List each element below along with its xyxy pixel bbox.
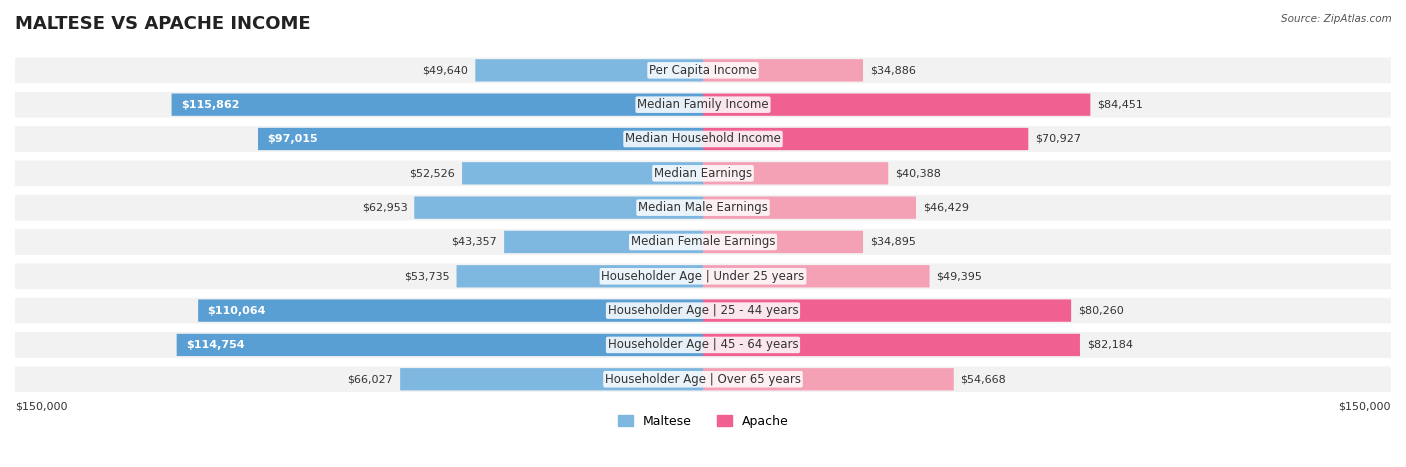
FancyBboxPatch shape bbox=[505, 231, 703, 253]
Text: $53,735: $53,735 bbox=[404, 271, 450, 281]
FancyBboxPatch shape bbox=[703, 299, 1071, 322]
FancyBboxPatch shape bbox=[15, 263, 1391, 289]
FancyBboxPatch shape bbox=[401, 368, 703, 390]
Text: $70,927: $70,927 bbox=[1035, 134, 1081, 144]
Text: $49,395: $49,395 bbox=[936, 271, 983, 281]
Text: Householder Age | 45 - 64 years: Householder Age | 45 - 64 years bbox=[607, 339, 799, 352]
FancyBboxPatch shape bbox=[415, 197, 703, 219]
FancyBboxPatch shape bbox=[703, 162, 889, 184]
Text: Median Household Income: Median Household Income bbox=[626, 133, 780, 146]
FancyBboxPatch shape bbox=[15, 332, 1391, 358]
Text: Source: ZipAtlas.com: Source: ZipAtlas.com bbox=[1281, 14, 1392, 24]
Text: $97,015: $97,015 bbox=[267, 134, 318, 144]
Legend: Maltese, Apache: Maltese, Apache bbox=[613, 410, 793, 432]
FancyBboxPatch shape bbox=[703, 231, 863, 253]
Text: $150,000: $150,000 bbox=[15, 402, 67, 411]
FancyBboxPatch shape bbox=[703, 197, 915, 219]
FancyBboxPatch shape bbox=[15, 229, 1391, 255]
Text: $66,027: $66,027 bbox=[347, 374, 394, 384]
Text: Householder Age | Over 65 years: Householder Age | Over 65 years bbox=[605, 373, 801, 386]
FancyBboxPatch shape bbox=[172, 93, 703, 116]
FancyBboxPatch shape bbox=[703, 93, 1090, 116]
FancyBboxPatch shape bbox=[463, 162, 703, 184]
FancyBboxPatch shape bbox=[703, 265, 929, 288]
Text: Householder Age | Under 25 years: Householder Age | Under 25 years bbox=[602, 270, 804, 283]
FancyBboxPatch shape bbox=[15, 298, 1391, 324]
Text: Median Earnings: Median Earnings bbox=[654, 167, 752, 180]
Text: $82,184: $82,184 bbox=[1087, 340, 1133, 350]
Text: $62,953: $62,953 bbox=[361, 203, 408, 212]
FancyBboxPatch shape bbox=[15, 195, 1391, 220]
FancyBboxPatch shape bbox=[15, 57, 1391, 83]
Text: $150,000: $150,000 bbox=[1339, 402, 1391, 411]
Text: $115,862: $115,862 bbox=[181, 99, 239, 110]
Text: $46,429: $46,429 bbox=[922, 203, 969, 212]
FancyBboxPatch shape bbox=[198, 299, 703, 322]
FancyBboxPatch shape bbox=[703, 334, 1080, 356]
FancyBboxPatch shape bbox=[703, 128, 1028, 150]
Text: $110,064: $110,064 bbox=[207, 305, 266, 316]
Text: $52,526: $52,526 bbox=[409, 168, 456, 178]
Text: MALTESE VS APACHE INCOME: MALTESE VS APACHE INCOME bbox=[15, 15, 311, 33]
Text: Median Female Earnings: Median Female Earnings bbox=[631, 235, 775, 248]
Text: $40,388: $40,388 bbox=[896, 168, 941, 178]
Text: Median Male Earnings: Median Male Earnings bbox=[638, 201, 768, 214]
FancyBboxPatch shape bbox=[15, 161, 1391, 186]
Text: $34,886: $34,886 bbox=[870, 65, 915, 75]
FancyBboxPatch shape bbox=[15, 126, 1391, 152]
FancyBboxPatch shape bbox=[703, 368, 953, 390]
FancyBboxPatch shape bbox=[457, 265, 703, 288]
Text: Householder Age | 25 - 44 years: Householder Age | 25 - 44 years bbox=[607, 304, 799, 317]
Text: $49,640: $49,640 bbox=[423, 65, 468, 75]
Text: $114,754: $114,754 bbox=[186, 340, 245, 350]
FancyBboxPatch shape bbox=[15, 92, 1391, 118]
Text: $54,668: $54,668 bbox=[960, 374, 1007, 384]
FancyBboxPatch shape bbox=[15, 367, 1391, 392]
FancyBboxPatch shape bbox=[475, 59, 703, 82]
Text: Median Family Income: Median Family Income bbox=[637, 98, 769, 111]
FancyBboxPatch shape bbox=[703, 59, 863, 82]
FancyBboxPatch shape bbox=[259, 128, 703, 150]
Text: Per Capita Income: Per Capita Income bbox=[650, 64, 756, 77]
FancyBboxPatch shape bbox=[177, 334, 703, 356]
Text: $80,260: $80,260 bbox=[1078, 305, 1123, 316]
Text: $84,451: $84,451 bbox=[1097, 99, 1143, 110]
Text: $34,895: $34,895 bbox=[870, 237, 915, 247]
Text: $43,357: $43,357 bbox=[451, 237, 498, 247]
